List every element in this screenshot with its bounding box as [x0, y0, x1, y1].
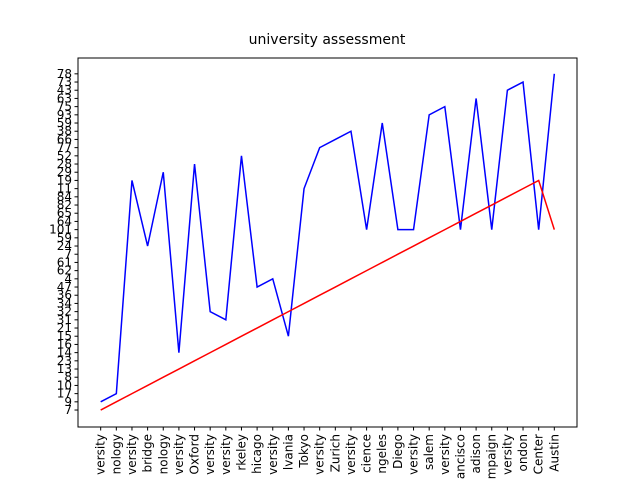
y-tick-label: 43 — [57, 83, 72, 97]
y-tick-label: 73 — [57, 75, 72, 89]
y-tick-label: 59 — [57, 231, 72, 245]
x-tick-label: mpaign — [485, 434, 499, 479]
y-tick-label: 10 — [57, 378, 72, 392]
x-tick-label: Oxford — [188, 434, 202, 474]
x-tick-label: versity — [407, 434, 421, 475]
y-tick-label: 32 — [57, 305, 72, 319]
y-tick-label: 75 — [57, 100, 72, 114]
x-tick-label: versity — [266, 434, 280, 475]
y-tick-label: 63 — [57, 91, 72, 105]
y-tick-label: 62 — [57, 264, 72, 278]
x-tick-label: nology — [156, 434, 170, 474]
x-tick-label: versity — [313, 434, 327, 475]
y-tick-label: 59 — [57, 116, 72, 130]
x-tick-label: Tokyo — [297, 434, 311, 469]
x-tick-label: lvania — [281, 434, 295, 470]
y-tick-label: 65 — [57, 206, 72, 220]
x-tick-label: bridge — [141, 434, 155, 473]
y-tick-label: 23 — [57, 354, 72, 368]
plot-frame — [77, 57, 578, 428]
x-tick-label: Zurich — [328, 434, 342, 472]
y-tick-label: 36 — [57, 288, 72, 302]
y-tick-label: 15 — [57, 329, 72, 343]
x-tick-label: adison — [469, 434, 483, 474]
y-tick-label: 11 — [57, 182, 72, 196]
y-tick-label: 93 — [57, 108, 72, 122]
y-tick-label: 52 — [57, 149, 72, 163]
y-tick-label: 16 — [57, 337, 72, 351]
x-tick-label: ondon — [516, 434, 530, 472]
y-tick-label: 14 — [57, 346, 72, 360]
line-series — [100, 179, 556, 411]
y-tick-label: 17 — [57, 387, 72, 401]
y-tick-label: 84 — [57, 190, 72, 204]
y-tick-label: 9 — [64, 395, 72, 409]
y-tick-label: 24 — [57, 239, 72, 253]
line-series — [100, 73, 556, 403]
y-tick-label: 47 — [57, 280, 72, 294]
x-tick-label: hicago — [250, 434, 264, 474]
x-tick-label: versity — [94, 434, 108, 475]
x-tick-label: rkeley — [234, 434, 248, 471]
y-tick-label: 8 — [64, 370, 72, 384]
x-tick-label: versity — [203, 434, 217, 475]
y-tick-label: 78 — [57, 67, 72, 81]
x-tick-label: versity — [125, 434, 139, 475]
y-tick-label: 66 — [57, 132, 72, 146]
y-tick-label: 31 — [57, 313, 72, 327]
y-tick-label: 64 — [57, 214, 72, 228]
y-tick-label: 28 — [57, 157, 72, 171]
x-tick-label: Diego — [391, 434, 405, 469]
y-tick-label: 82 — [57, 198, 72, 212]
y-tick-label: 61 — [57, 255, 72, 269]
y-tick-label: 34 — [57, 296, 72, 310]
y-tick-label: 101 — [49, 223, 72, 237]
x-tick-label: versity — [500, 434, 514, 475]
x-tick-label: ngeles — [375, 434, 389, 474]
x-tick-label: Austin — [547, 434, 561, 472]
x-tick-label: Center — [532, 434, 546, 474]
x-tick-label: versity — [172, 434, 186, 475]
x-tick-label: versity — [219, 434, 233, 475]
chart-title: university assessment — [249, 32, 406, 48]
x-tick-label: versity — [344, 434, 358, 475]
x-tick-label: salem — [422, 434, 436, 470]
x-tick-label: nology — [109, 434, 123, 474]
y-tick-label: 19 — [57, 173, 72, 187]
y-tick-label: 77 — [57, 141, 72, 155]
y-tick-label: 7 — [64, 247, 72, 261]
y-tick-label: 13 — [57, 362, 72, 376]
y-tick-label: 29 — [57, 165, 72, 179]
x-tick-label: cience — [360, 434, 374, 473]
y-tick-label: 21 — [57, 321, 72, 335]
y-tick-label: 4 — [64, 272, 72, 286]
y-tick-label: 7 — [64, 403, 72, 417]
y-tick-label: 38 — [57, 124, 72, 138]
x-tick-label: versity — [438, 434, 452, 475]
x-tick-label: ancisco — [453, 434, 467, 479]
